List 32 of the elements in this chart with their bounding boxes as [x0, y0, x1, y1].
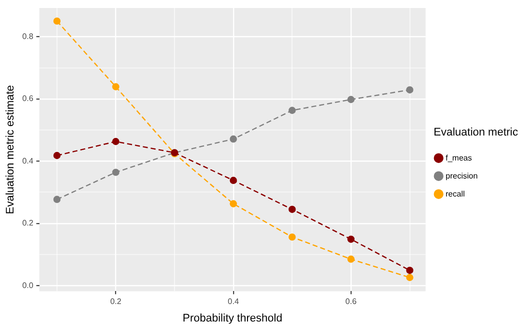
point [112, 138, 120, 146]
x-tick-label: 0.6 [345, 297, 358, 306]
legend-label: precision [446, 171, 478, 180]
x-tick-label: 0.4 [228, 297, 240, 306]
y-axis-title: Evaluation metric estimate [4, 85, 17, 214]
point [347, 96, 355, 104]
x-tick-label: 0.2 [110, 297, 122, 306]
point [288, 233, 296, 241]
point [53, 17, 61, 25]
point [230, 176, 237, 184]
legend-label: recall [446, 189, 465, 198]
legend-title: Evaluation metric [434, 126, 518, 138]
y-tick-label: 0.4 [22, 156, 34, 166]
point [288, 206, 296, 213]
point [230, 135, 237, 143]
y-tick-label: 0.2 [22, 218, 34, 228]
legend-label: f_meas [446, 153, 472, 162]
x-axis-title: Probability threshold [182, 312, 282, 324]
point [406, 266, 414, 274]
point [53, 196, 61, 203]
point [406, 274, 414, 282]
point [406, 86, 414, 94]
y-tick-label: 0.8 [22, 32, 34, 41]
y-tick-label: 0.6 [22, 94, 34, 104]
point [53, 152, 61, 160]
point [288, 106, 296, 114]
point [112, 168, 120, 176]
point [347, 256, 355, 263]
y-tick-label: 0.0 [22, 280, 34, 290]
point [347, 236, 355, 243]
point [112, 83, 120, 90]
point [230, 200, 237, 208]
